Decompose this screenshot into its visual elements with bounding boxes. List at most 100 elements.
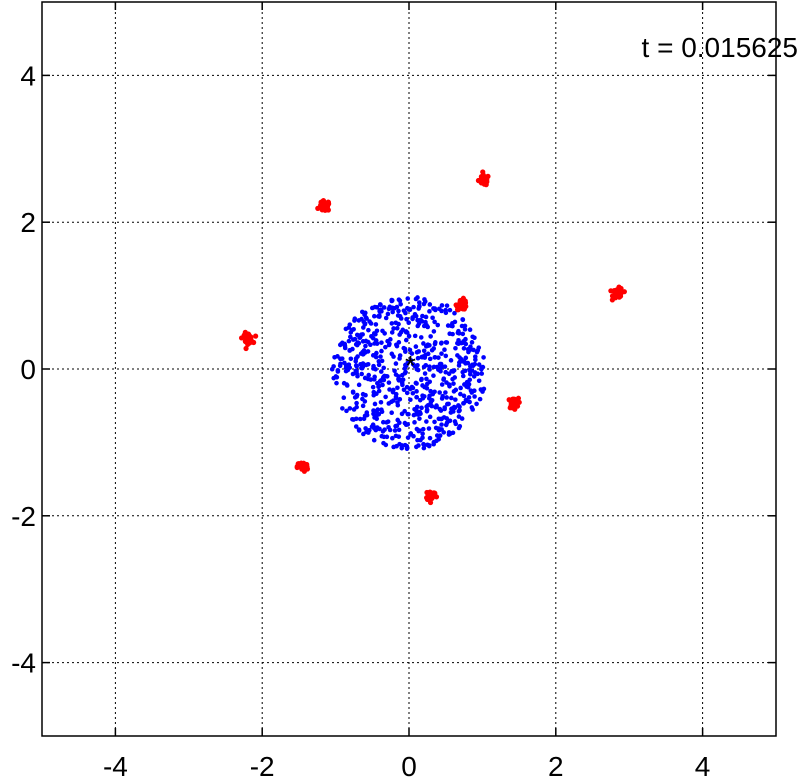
- data-point: [353, 356, 359, 361]
- data-point: [350, 346, 355, 352]
- data-point: [432, 419, 437, 425]
- data-point: [424, 376, 429, 382]
- data-point: [421, 364, 427, 370]
- data-point: [357, 416, 363, 422]
- data-point: [413, 411, 419, 417]
- y-tick-label: -4: [11, 648, 36, 679]
- data-point: [353, 416, 359, 422]
- data-point: [437, 306, 442, 312]
- data-point: [425, 343, 431, 348]
- data-point: [397, 441, 402, 447]
- data-point: [420, 435, 425, 440]
- data-point: [383, 315, 389, 321]
- data-point: [371, 411, 376, 417]
- data-point: [419, 376, 424, 382]
- data-point: [391, 444, 396, 450]
- data-point: [431, 329, 437, 334]
- data-point: [448, 395, 454, 401]
- data-point: [422, 297, 427, 302]
- data-point: [397, 420, 402, 426]
- cluster-point: [238, 335, 245, 341]
- data-point: [439, 422, 444, 427]
- data-point: [404, 384, 410, 390]
- data-point: [396, 321, 401, 327]
- data-point: [389, 410, 394, 416]
- data-point: [426, 426, 432, 431]
- data-point: [406, 333, 412, 339]
- data-point: [415, 437, 420, 443]
- data-point: [389, 298, 395, 304]
- data-point: [427, 435, 433, 441]
- cluster-point: [611, 287, 617, 294]
- data-point: [404, 390, 410, 396]
- data-point: [421, 445, 427, 451]
- data-point: [472, 354, 478, 359]
- data-point: [430, 315, 435, 321]
- data-point: [461, 346, 467, 351]
- data-point: [354, 371, 360, 376]
- data-point: [406, 320, 412, 325]
- data-point: [378, 399, 384, 405]
- data-point: [348, 334, 353, 340]
- data-point: [359, 371, 364, 377]
- data-point: [378, 354, 383, 359]
- data-point: [433, 340, 438, 345]
- cluster-point: [425, 496, 431, 503]
- cluster-point: [485, 173, 491, 179]
- data-point: [417, 416, 422, 421]
- cluster-point: [253, 333, 259, 339]
- data-point: [372, 341, 377, 346]
- data-point: [398, 301, 403, 307]
- data-point: [381, 440, 386, 446]
- data-point: [428, 400, 434, 405]
- data-point: [408, 397, 413, 403]
- data-point: [458, 391, 463, 397]
- data-point: [347, 406, 353, 411]
- data-point: [443, 310, 449, 316]
- data-point: [462, 327, 468, 332]
- data-point: [393, 372, 399, 377]
- data-point: [370, 305, 375, 311]
- data-point: [397, 396, 403, 402]
- data-point: [443, 369, 449, 375]
- data-point: [481, 355, 486, 360]
- data-point: [432, 389, 437, 395]
- data-point: [350, 390, 356, 395]
- data-point: [401, 387, 407, 393]
- data-point: [457, 355, 462, 360]
- data-point: [379, 409, 385, 415]
- data-point: [395, 400, 400, 405]
- data-point: [371, 437, 377, 443]
- data-point: [433, 307, 438, 313]
- data-point: [342, 345, 348, 351]
- data-point: [374, 328, 380, 334]
- cluster-point: [247, 336, 253, 342]
- data-point: [352, 316, 358, 322]
- data-point: [396, 427, 402, 433]
- data-point: [468, 388, 474, 393]
- data-point: [380, 382, 385, 388]
- data-point: [362, 375, 368, 381]
- data-point: [403, 337, 409, 343]
- data-point: [437, 390, 442, 395]
- data-point: [424, 381, 430, 387]
- data-point: [424, 322, 429, 328]
- data-point: [450, 369, 456, 374]
- x-tick-label: -4: [103, 751, 128, 782]
- data-point: [359, 365, 365, 371]
- data-point: [427, 302, 433, 307]
- data-point: [422, 355, 428, 360]
- data-point: [370, 353, 376, 358]
- cluster-point: [612, 295, 619, 301]
- data-point: [404, 316, 409, 322]
- data-point: [360, 352, 366, 357]
- data-point: [414, 394, 419, 400]
- data-point: [418, 317, 423, 323]
- data-point: [350, 337, 356, 342]
- data-point: [410, 390, 416, 396]
- data-point: [394, 325, 400, 331]
- data-point: [381, 377, 386, 383]
- data-point: [396, 297, 402, 302]
- data-point: [432, 319, 437, 325]
- data-point: [460, 369, 466, 375]
